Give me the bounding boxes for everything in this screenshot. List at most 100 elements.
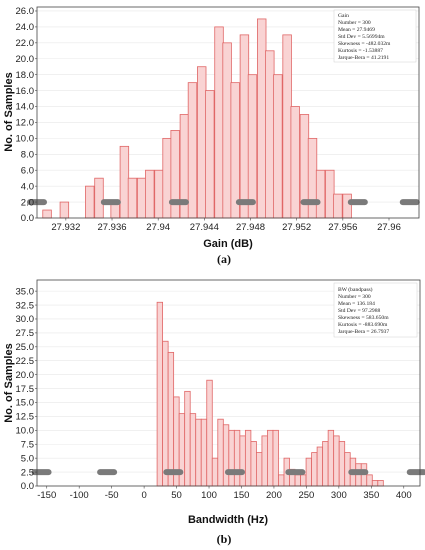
bandwidth-y-tick-label: 20.0: [16, 370, 35, 381]
bandwidth-y-tick-label: 17.5: [16, 384, 35, 395]
gain-histogram-bar: [85, 185, 95, 219]
bandwidth-marker-handles: [31, 469, 425, 476]
bandwidth-y-tick-label: 2.5: [21, 467, 34, 478]
gain-y-tick-label: 2.0: [21, 197, 34, 208]
bandwidth-histogram-bar: [300, 474, 307, 487]
bandwidth-histogram-bar: [272, 429, 279, 487]
gain-marker-handle[interactable]: [300, 199, 321, 206]
bandwidth-y-tick-label: 7.5: [21, 439, 34, 450]
gain-x-tick-label: 27.948: [236, 222, 265, 233]
gain-y-tick-label: 0.0: [21, 213, 34, 224]
bandwidth-histogram-bar: [338, 441, 346, 487]
gain-plot-frame: [36, 6, 420, 219]
gain-marker-handle[interactable]: [100, 199, 121, 206]
bandwidth-y-tick-label: 0.0: [21, 481, 34, 492]
gain-x-tick-label: 27.936: [97, 222, 126, 233]
gain-y-ticks: 0.0 2.0 4.0 6.0 8.0 10.0 12.0 14.0 16.0 18.0 20.0 2…: [16, 6, 37, 224]
bandwidth-histogram-bar: [256, 452, 263, 487]
gain-histogram-bar: [145, 169, 155, 219]
bandwidth-statistics-box: BW (bandpass) Number = 300 Mean = 136.18…: [333, 282, 418, 338]
gain-y-tick-label: 12.0: [16, 118, 35, 129]
bandwidth-x-tick-label: 400: [396, 490, 412, 501]
gain-marker-handle[interactable]: [235, 199, 256, 206]
bandwidth-histogram-bar: [178, 413, 186, 487]
gain-histogram-bar: [59, 201, 70, 219]
gain-x-tick-label: 27.96: [377, 222, 401, 233]
bandwidth-histogram-bar: [294, 474, 301, 487]
bandwidth-y-tick-label: 5.0: [21, 453, 34, 464]
gain-histogram-bar: [197, 66, 207, 219]
gain-y-tick-label: 22.0: [16, 38, 35, 49]
gain-histogram-bar: [214, 26, 224, 219]
bandwidth-x-tick-label: 100: [201, 490, 217, 501]
bandwidth-histogram-bar: [316, 446, 324, 487]
gain-histogram-bar: [127, 177, 138, 219]
gain-marker-handle[interactable]: [168, 199, 189, 206]
gain-y-tick-label: 6.0: [21, 165, 34, 176]
gain-histogram-bar: [222, 42, 232, 219]
bandwidth-y-tick-label: 32.5: [16, 300, 35, 311]
bandwidth-histogram-bar: [322, 441, 329, 487]
bandwidth-stat-skewness: Skewness = 583.650m: [338, 315, 389, 321]
gain-stat-stddev: Std Dev = 5.56994m: [338, 34, 385, 40]
bandwidth-x-tick-label: 350: [363, 490, 379, 501]
bandwidth-marker-handle[interactable]: [163, 469, 184, 476]
bandwidth-histogram-bar: [239, 435, 246, 487]
bandwidth-histogram-bar: [377, 480, 384, 487]
gain-y-tick-label: 4.0: [21, 181, 34, 192]
bandwidth-marker-handle[interactable]: [97, 469, 118, 476]
bandwidth-histogram-bar: [305, 457, 312, 487]
bandwidth-histogram-bar: [327, 429, 335, 487]
bandwidth-stats-background: [333, 282, 418, 338]
gain-histogram-bar: [342, 193, 352, 219]
gain-x-tick-label: 27.944: [190, 222, 219, 233]
gain-x-axis-label: Gain (dB): [203, 238, 253, 250]
bandwidth-x-axis-label: Bandwidth (Hz): [188, 514, 268, 526]
bandwidth-marker-handle[interactable]: [224, 469, 245, 476]
bandwidth-x-tick-label: 50: [171, 490, 182, 501]
gain-stat-number: Number = 300: [338, 20, 371, 26]
bandwidth-histogram-bar: [189, 413, 197, 487]
gain-y-tick-label: 16.0: [16, 86, 35, 97]
gain-y-tick-label: 20.0: [16, 54, 35, 65]
bandwidth-histogram-bar: [200, 418, 208, 487]
bandwidth-stat-title: BW (bandpass): [338, 286, 373, 293]
bandwidth-y-ticks: 0.0 2.5 5.0 7.5 10.0 12.5 15.0 17.5 20.0 22.5 25.0…: [16, 286, 37, 492]
gain-histogram-bar: [257, 18, 267, 219]
gain-y-tick-label: 10.0: [16, 134, 35, 145]
bandwidth-y-tick-label: 12.5: [16, 412, 35, 423]
bandwidth-x-tick-label: 300: [331, 490, 347, 501]
bandwidth-y-tick-label: 10.0: [16, 426, 35, 437]
gain-stat-mean: Mean = 27.9469: [338, 27, 375, 33]
bandwidth-stat-jarque-bera: Jarque-Bera = 26.7937: [338, 329, 389, 335]
gain-histogram-bar: [187, 82, 198, 219]
gain-histogram-bar: [42, 209, 52, 219]
bandwidth-x-tick-label: -150: [37, 490, 56, 501]
gain-marker-handle[interactable]: [347, 199, 368, 206]
gain-x-tick-label: 27.952: [282, 222, 311, 233]
bandwidth-histogram-bar: [250, 441, 257, 487]
gain-histogram-bar: [273, 74, 283, 219]
bandwidth-marker-handle[interactable]: [285, 469, 306, 476]
gain-marker-handle[interactable]: [399, 199, 420, 206]
bandwidth-histogram-bar: [244, 429, 252, 487]
bandwidth-y-tick-label: 35.0: [16, 286, 35, 297]
bandwidth-plot-frame: [36, 279, 421, 487]
bandwidth-histogram-bar: [233, 429, 241, 487]
bandwidth-y-tick-label: 27.5: [16, 328, 35, 339]
bandwidth-marker-handle[interactable]: [406, 469, 425, 476]
panel-a-caption: (a): [217, 252, 231, 266]
gain-histogram-bar: [94, 177, 104, 219]
gain-x-ticks: 27.932 27.936 27.94 27.944 27.948 27.952 27.95…: [51, 218, 401, 233]
bandwidth-histogram-bar: [195, 418, 202, 487]
gain-x-tick-label: 27.94: [146, 222, 170, 233]
bandwidth-marker-handle[interactable]: [348, 469, 369, 476]
gain-histogram-bar: [290, 106, 300, 219]
bandwidth-stat-kurtosis: Kurtosis = -883.690m: [338, 322, 388, 328]
bandwidth-x-tick-label: 200: [266, 490, 282, 501]
bandwidth-histogram-bar: [371, 480, 379, 487]
bandwidth-marker-handle[interactable]: [31, 469, 52, 476]
bandwidth-histogram-bar: [206, 379, 213, 487]
bandwidth-histogram-panel: 0.0 2.5 5.0 7.5 10.0 12.5 15.0 17.5 20.0 22.5 25.0…: [3, 279, 425, 546]
bandwidth-histogram-bar: [184, 390, 191, 487]
